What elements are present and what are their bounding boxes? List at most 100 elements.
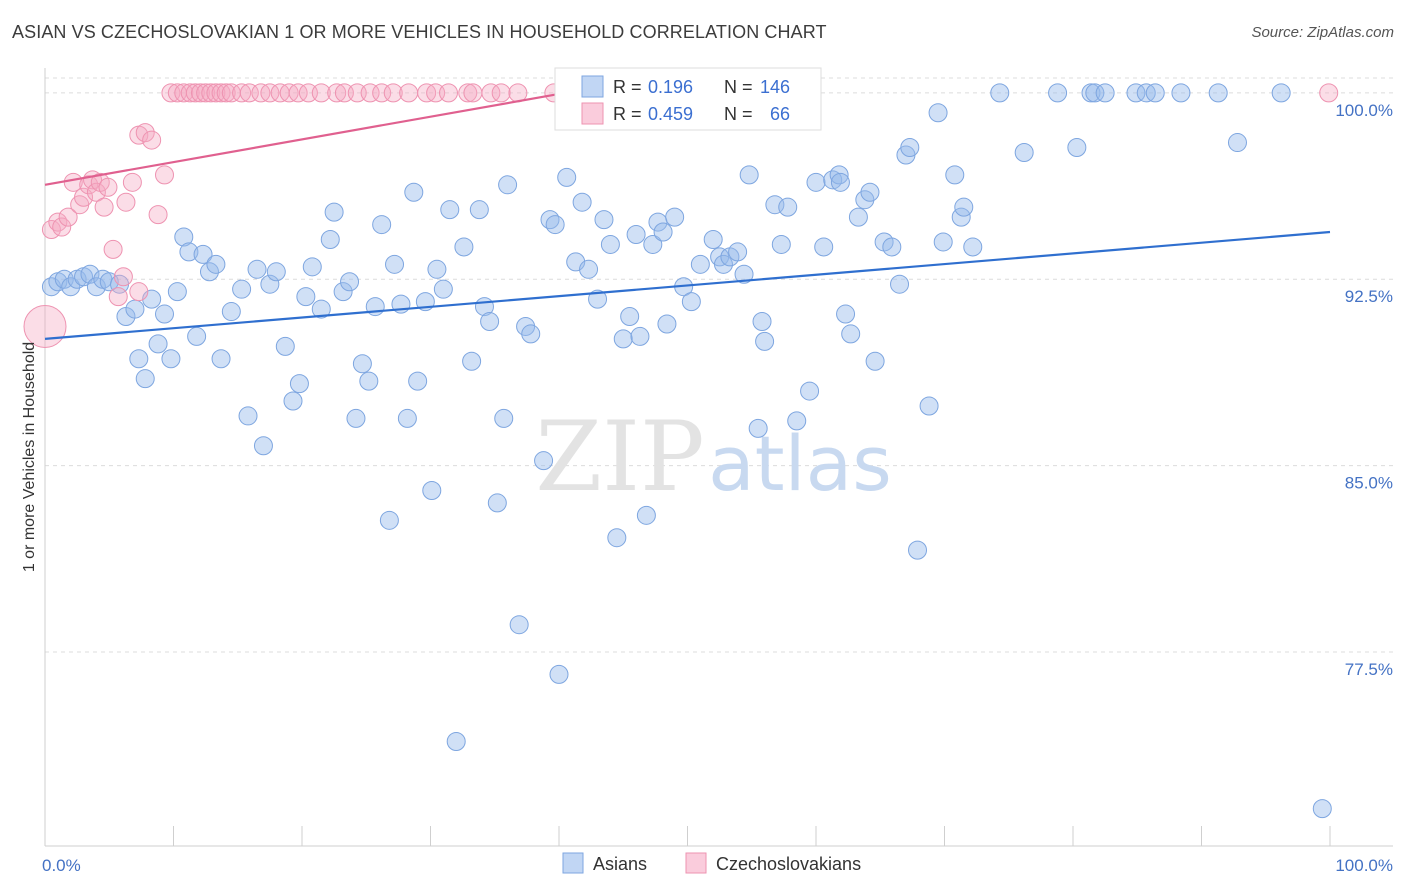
point-asians-72: [534, 451, 554, 471]
point-asians-97: [703, 229, 723, 249]
point-czechoslovakians-27: [190, 83, 210, 103]
point-czechoslovakians-31: [211, 83, 231, 103]
point-asians-102: [734, 264, 754, 284]
point-czechoslovakians-40: [288, 83, 308, 103]
point-asians-74: [545, 215, 565, 235]
point-asians-19: [167, 282, 187, 302]
point-asians-56: [422, 480, 442, 500]
y-tick-label-3: 100.0%: [1335, 101, 1393, 120]
point-asians-148: [1227, 133, 1247, 153]
point-asians-138: [1048, 83, 1068, 103]
point-asians-132: [945, 165, 965, 185]
point-czechoslovakians-15: [116, 192, 136, 212]
point-asians-3: [61, 277, 81, 297]
point-czechoslovakians-26: [185, 83, 205, 103]
point-asians-12: [125, 299, 145, 319]
point-asians-80: [588, 289, 608, 309]
point-asians-24: [199, 262, 219, 282]
point-czechoslovakians-63: [1319, 83, 1339, 103]
point-czechoslovakians-29: [201, 83, 221, 103]
point-czechoslovakians-12: [98, 177, 118, 197]
point-czechoslovakians-14: [108, 287, 128, 307]
point-asians-53: [404, 182, 424, 202]
point-asians-112: [806, 172, 826, 192]
point-asians-141: [1085, 83, 1105, 103]
point-asians-109: [778, 197, 798, 217]
y-tick-label-1: 85.0%: [1345, 474, 1393, 493]
point-asians-57: [427, 259, 447, 279]
point-asians-106: [755, 331, 775, 351]
source-label: Source: ZipAtlas.com: [1251, 24, 1394, 41]
point-asians-26: [211, 349, 231, 369]
point-asians-33: [266, 262, 286, 282]
point-asians-124: [882, 237, 902, 257]
point-asians-40: [320, 229, 340, 249]
legend-bottom-swatch-asians: [562, 852, 584, 874]
point-czechoslovakians-53: [458, 83, 478, 103]
point-asians-122: [865, 351, 885, 371]
y-tick-label-2: 92.5%: [1345, 287, 1393, 306]
point-asians-63: [469, 200, 489, 220]
point-czechoslovakians-49: [399, 83, 419, 103]
point-asians-45: [352, 354, 372, 374]
point-czechoslovakians-32: [216, 83, 236, 103]
point-asians-14: [135, 369, 155, 389]
point-asians-115: [829, 165, 849, 185]
point-asians-17: [155, 304, 175, 324]
point-czechoslovakians-46: [360, 83, 380, 103]
point-asians-31: [253, 436, 273, 456]
point-asians-95: [681, 292, 701, 312]
watermark-atlas: atlas: [708, 419, 892, 508]
point-asians-71: [521, 324, 541, 344]
point-asians-36: [289, 374, 309, 394]
point-asians-111: [800, 381, 820, 401]
point-czechoslovakians-43: [327, 83, 347, 103]
point-czechoslovakians-52: [438, 83, 458, 103]
point-asians-104: [748, 418, 768, 438]
point-czechoslovakians-24: [174, 83, 194, 103]
point-asians-54: [408, 371, 428, 391]
point-asians-108: [771, 234, 791, 254]
x-tick-label-min: 0.0%: [42, 856, 81, 875]
point-asians-79: [579, 259, 599, 279]
point-czechoslovakians-56: [491, 83, 511, 103]
point-asians-25: [206, 254, 226, 274]
point-asians-75: [549, 664, 569, 684]
point-asians-20: [174, 227, 194, 247]
point-asians-28: [232, 279, 252, 299]
point-czechoslovakians-18: [135, 123, 155, 143]
point-asians-52: [397, 408, 417, 428]
point-asians-130: [928, 103, 948, 123]
point-czechoslovakians-large: [23, 304, 67, 348]
point-asians-136: [990, 83, 1010, 103]
point-asians-87: [630, 326, 650, 346]
legend-n-value-1: 66: [770, 104, 790, 124]
point-czechoslovakians-9: [86, 182, 106, 202]
point-asians-137: [1014, 142, 1034, 162]
point-asians-134: [954, 197, 974, 217]
point-asians-61: [454, 237, 474, 257]
point-czechoslovakians-21: [155, 165, 175, 185]
point-asians-68: [498, 175, 518, 195]
point-asians-121: [860, 182, 880, 202]
legend-bottom-asians: Asians: [593, 854, 647, 874]
x-tick-label-max: 100.0%: [1335, 856, 1393, 875]
point-asians-145: [1145, 83, 1165, 103]
point-czechoslovakians-6: [74, 187, 94, 207]
point-asians-86: [626, 225, 646, 245]
point-czechoslovakians-2: [52, 217, 72, 237]
point-asians-35: [283, 391, 303, 411]
point-asians-38: [302, 257, 322, 277]
point-asians-6: [80, 264, 100, 284]
point-asians-83: [607, 528, 627, 548]
point-asians-59: [440, 200, 460, 220]
point-asians-43: [340, 272, 360, 292]
trend-lines: [44, 91, 1331, 340]
legend-bottom-czechoslovakians: Czechoslovakians: [716, 854, 861, 874]
legend-stats: R = 0.196 N = 146 R = 0.459 N = 66: [554, 67, 822, 131]
point-asians-146: [1171, 83, 1191, 103]
point-asians-117: [836, 304, 856, 324]
legend-bottom: Asians Czechoslovakians: [562, 852, 861, 874]
point-asians-66: [487, 493, 507, 513]
